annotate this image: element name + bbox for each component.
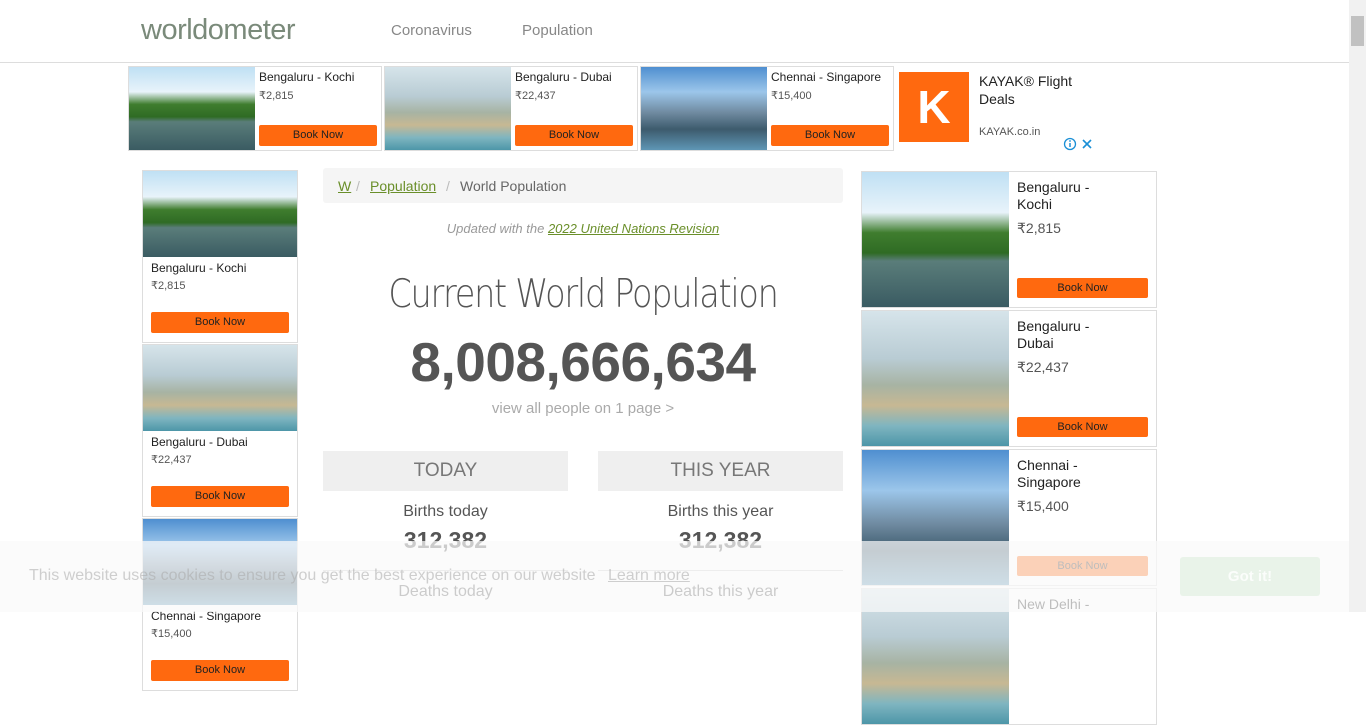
ad-image <box>862 311 1009 446</box>
panel-title: THIS YEAR <box>598 451 843 491</box>
ad-image <box>143 171 297 257</box>
ad-route: Bengaluru - Kochi <box>259 70 355 84</box>
scrollbar-thumb[interactable] <box>1351 16 1364 46</box>
ad-price: ₹22,437 <box>515 90 556 102</box>
ad-route: Bengaluru - Dubai <box>1017 318 1090 351</box>
ad-price: ₹22,437 <box>151 454 192 466</box>
book-button[interactable]: Book Now <box>151 312 289 333</box>
ad-route: Chennai - Singapore <box>771 70 882 84</box>
ad-card[interactable]: Bengaluru - Kochi ₹2,815 Book Now <box>142 170 298 343</box>
cookie-text: This website uses cookies to ensure you … <box>29 567 596 584</box>
ad-text: Bengaluru - Dubai ₹22,437 <box>1017 318 1127 376</box>
book-button[interactable]: Book Now <box>1017 417 1148 437</box>
ad-image <box>129 67 255 150</box>
panel-title: TODAY <box>323 451 568 491</box>
ad-image <box>385 67 511 150</box>
ad-card[interactable]: Bengaluru - Kochi ₹2,815 Book Now <box>128 66 382 151</box>
ad-card[interactable]: Chennai - Singapore ₹15,400 Book Now <box>640 66 894 151</box>
breadcrumb-current: World Population <box>460 178 567 194</box>
ad-card[interactable]: Bengaluru - Dubai ₹22,437 Book Now <box>142 344 298 517</box>
breadcrumb: W / Population / World Population <box>323 168 843 203</box>
ad-price: ₹2,815 <box>259 90 294 102</box>
ad-price: ₹15,400 <box>1017 498 1069 514</box>
updated-prefix: Updated with the <box>446 221 545 236</box>
header: worldometer Coronavirus Population <box>0 0 1350 63</box>
nav-link[interactable]: Population <box>522 22 593 39</box>
ad-price: ₹22,437 <box>1017 359 1069 375</box>
ad-price: ₹15,400 <box>771 90 812 102</box>
cookie-button[interactable]: Got it! <box>1180 557 1320 596</box>
ad-card[interactable]: Bengaluru - Dubai ₹22,437 Book Now <box>384 66 638 151</box>
births-label: Births today <box>403 503 488 520</box>
scrollbar[interactable] <box>1349 0 1366 612</box>
updated-note: Updated with the 2022 United Nations Rev… <box>323 221 843 236</box>
ad-image <box>641 67 767 150</box>
ad-route: Chennai - Singapore <box>1017 457 1081 490</box>
ad-image <box>862 172 1009 307</box>
ad-route: Bengaluru - Dubai <box>151 435 248 449</box>
ad-card[interactable]: Bengaluru - Dubai ₹22,437 Book Now <box>861 310 1157 447</box>
breadcrumb-link[interactable]: W <box>338 178 352 194</box>
ad-route: Bengaluru - Kochi <box>151 261 247 275</box>
population-counter: 8,008,666,634 <box>410 331 756 393</box>
logo[interactable]: worldometer <box>141 14 296 46</box>
book-button[interactable]: Book Now <box>771 125 889 146</box>
book-button[interactable]: Book Now <box>515 125 633 146</box>
ad-choices[interactable] <box>1063 137 1095 151</box>
ad-card[interactable]: Bengaluru - Kochi ₹2,815 Book Now <box>861 171 1157 308</box>
breadcrumb-link[interactable]: Population <box>370 178 437 194</box>
ad-route: Bengaluru - Dubai <box>515 70 612 84</box>
view-all-link[interactable]: view all people on 1 page > <box>491 400 675 417</box>
book-button[interactable]: Book Now <box>1017 278 1148 298</box>
book-button[interactable]: Book Now <box>259 125 377 146</box>
ad-price: ₹15,400 <box>151 628 192 640</box>
births-label: Births this year <box>667 503 774 520</box>
ad-text: Chennai - Singapore ₹15,400 <box>1017 457 1127 515</box>
book-button[interactable]: Book Now <box>151 660 289 681</box>
kayak-domain: KAYAK.co.in <box>979 126 1041 138</box>
kayak-title[interactable]: KAYAK® Flight Deals <box>979 73 1073 107</box>
updated-link[interactable]: 2022 United Nations Revision <box>547 221 720 236</box>
kayak-logo[interactable]: K <box>899 72 969 142</box>
cookie-bar <box>0 541 1349 612</box>
cookie-link[interactable]: Learn more <box>608 567 690 584</box>
ad-price: ₹2,815 <box>151 280 186 292</box>
ad-price: ₹2,815 <box>1017 220 1061 236</box>
ad-route: Bengaluru - Kochi <box>1017 179 1090 212</box>
nav-link[interactable]: Coronavirus <box>391 22 472 39</box>
heading: Current World Population <box>388 272 779 317</box>
book-button[interactable]: Book Now <box>151 486 289 507</box>
ad-image <box>143 345 297 431</box>
ad-text: Bengaluru - Kochi ₹2,815 <box>1017 179 1127 237</box>
